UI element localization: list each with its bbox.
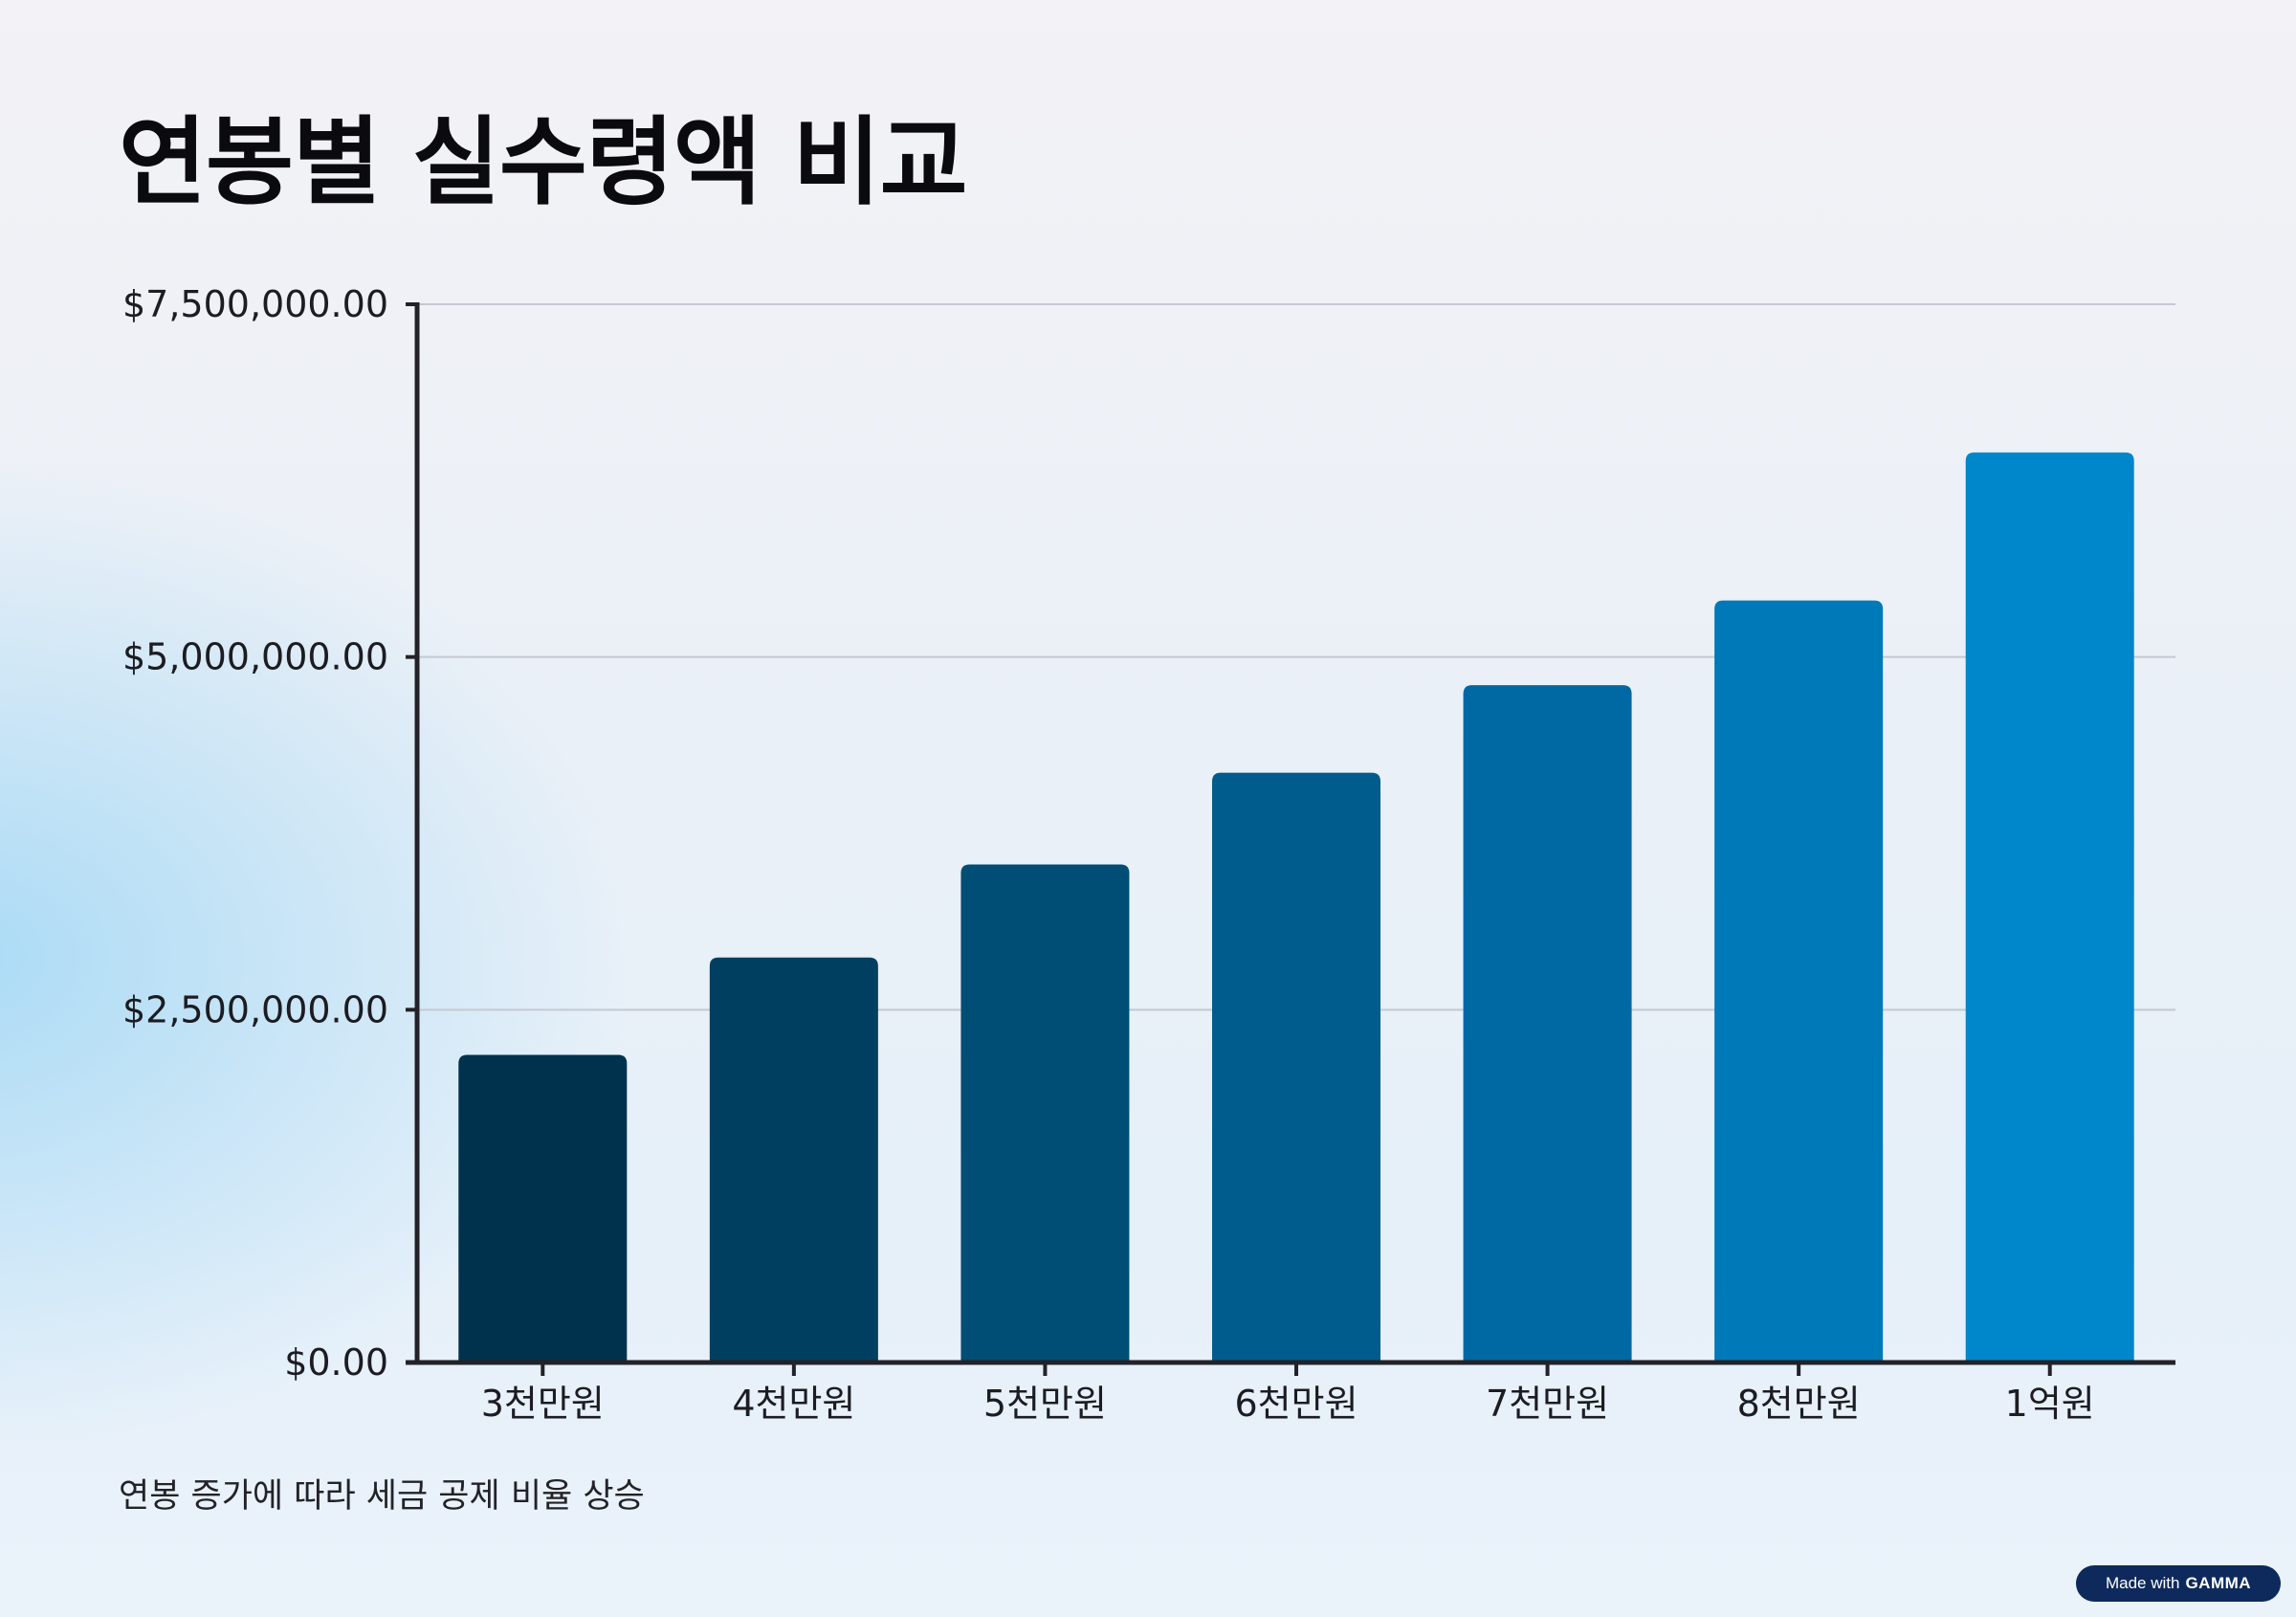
x-category-label: 6천만원 bbox=[1234, 1383, 1358, 1425]
made-with-gamma-badge[interactable]: Made with GAMMA bbox=[2076, 1565, 2281, 1602]
x-category-label: 3천만원 bbox=[481, 1383, 605, 1425]
chart-title: 연봉별 실수령액 비교 bbox=[119, 106, 968, 218]
y-tick-label: $0.00 bbox=[284, 1341, 388, 1384]
bar-2 bbox=[709, 957, 878, 1362]
bar-chart: $0.00 $2,500,000.00 $5,000,000.00 $7,500,00… bbox=[122, 283, 2175, 1425]
x-category-label: 8천만원 bbox=[1737, 1383, 1861, 1425]
bar-6 bbox=[1714, 600, 1884, 1362]
bar-3 bbox=[960, 864, 1130, 1362]
gamma-logo: GAMMA bbox=[2185, 1574, 2252, 1592]
bar-1 bbox=[458, 1054, 628, 1362]
x-category-label: 1억원 bbox=[2005, 1383, 2095, 1425]
badge-prefix: Made with bbox=[2105, 1574, 2180, 1592]
x-category-label: 4천만원 bbox=[732, 1383, 855, 1425]
axes: $0.00 $2,500,000.00 $5,000,000.00 $7,500,00… bbox=[122, 283, 2175, 1425]
y-tick-label: $5,000,000.00 bbox=[122, 636, 388, 678]
bar-5 bbox=[1463, 685, 1632, 1362]
bar-4 bbox=[1212, 772, 1380, 1362]
x-category-label: 5천만원 bbox=[983, 1383, 1107, 1425]
chart-footnote: 연봉 증가에 따라 세금 공제 비율 상승 bbox=[119, 1477, 645, 1516]
x-category-label: 7천만원 bbox=[1486, 1383, 1609, 1425]
bars bbox=[458, 452, 2134, 1363]
y-tick-label: $2,500,000.00 bbox=[122, 988, 388, 1030]
y-tick-label: $7,500,000.00 bbox=[122, 283, 388, 325]
bar-7 bbox=[1965, 452, 2134, 1363]
